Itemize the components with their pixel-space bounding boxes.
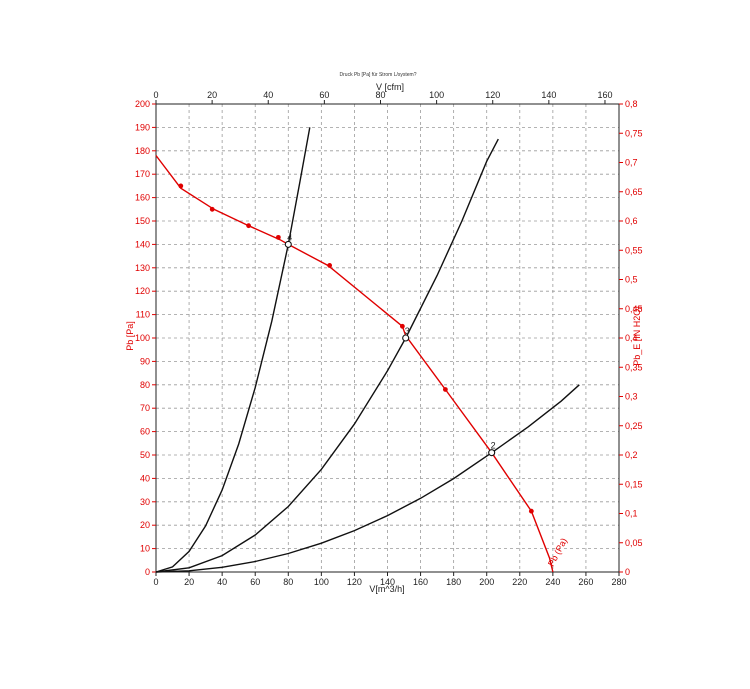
left-tick-label: 170 [135, 169, 150, 179]
left-tick-label: 20 [140, 520, 150, 530]
bottom-tick-label: 60 [250, 577, 260, 587]
operating-point-label: 4 [287, 232, 292, 242]
right-tick-label: 0,25 [625, 421, 643, 431]
top-tick-label: 40 [263, 90, 273, 100]
right-tick-label: 0,3 [625, 392, 638, 402]
left-axis-ticks: 0 10 20 30 40 50 60 70 80 90 100 110 120 130 140 150 160… [135, 99, 156, 577]
bottom-tick-label: 40 [217, 577, 227, 587]
left-tick-label: 140 [135, 239, 150, 249]
bottom-tick-label: 280 [611, 577, 626, 587]
fan-curve-label: Pb (Pa) [546, 536, 569, 568]
bottom-tick-label: 120 [347, 577, 362, 587]
left-tick-label: 160 [135, 193, 150, 203]
operating-point-label: 3 [405, 326, 410, 336]
top-tick-label: 100 [429, 90, 444, 100]
chart-title: Druck Pb [Pa] für Strom L/system? [340, 72, 417, 78]
left-tick-label: 190 [135, 122, 150, 132]
bottom-tick-label: 240 [545, 577, 560, 587]
measured-point [528, 508, 534, 514]
operating-point-label: 2 [491, 441, 496, 451]
right-tick-label: 0,6 [625, 216, 638, 226]
bottom-axis-title: V[m^3/h] [369, 584, 404, 594]
right-tick-label: 0,2 [625, 450, 638, 460]
left-tick-label: 110 [136, 310, 150, 320]
bottom-tick-label: 140 [380, 577, 395, 587]
bottom-tick-label: 200 [479, 577, 494, 587]
left-tick-label: 70 [140, 403, 150, 413]
right-tick-label: 0,75 [625, 128, 643, 138]
right-tick-label: 0,05 [625, 538, 643, 548]
left-tick-label: 50 [140, 450, 150, 460]
top-tick-label: 0 [153, 90, 158, 100]
grid [155, 103, 620, 573]
left-tick-label: 0 [145, 567, 150, 577]
right-tick-label: 0,8 [625, 99, 638, 109]
right-tick-label: 0,15 [625, 479, 643, 489]
system-curve-4 [155, 127, 311, 573]
top-tick-label: 20 [207, 90, 217, 100]
measured-point [246, 223, 252, 229]
operating-point-2 [488, 449, 496, 457]
top-tick-label: 60 [319, 90, 329, 100]
measured-point [327, 263, 333, 268]
system-curves [155, 127, 580, 573]
top-tick-label: 80 [375, 90, 385, 100]
bottom-tick-label: 80 [283, 577, 293, 587]
fan-curve [155, 155, 554, 573]
bottom-axis-ticks: 0 20 40 60 80 100 120 140 160 180 200 220 240 260 280 [153, 572, 627, 587]
right-tick-label: 0,65 [625, 187, 643, 197]
right-tick-label: 0,35 [625, 362, 643, 372]
right-tick-label: 0,55 [625, 245, 643, 255]
right-axis-ticks: 0 0,05 0,1 0,15 0,2 0,25 0,3 0,35 0,4 0,45 0,5 0,55… [619, 99, 643, 577]
bottom-tick-label: 0 [153, 577, 158, 587]
fan-curve-line [155, 155, 554, 573]
right-tick-label: 0,5 [625, 275, 638, 285]
system-curve-2 [155, 384, 580, 573]
bottom-tick-label: 160 [413, 577, 428, 587]
measured-point [442, 387, 448, 392]
left-tick-label: 90 [140, 356, 150, 366]
bottom-tick-label: 180 [446, 577, 461, 587]
left-tick-label: 200 [135, 99, 150, 109]
system-curve-3 [155, 138, 499, 573]
top-axis-ticks: 0 20 40 60 80 100 120 140 160 [153, 90, 612, 104]
measured-point [178, 183, 184, 189]
right-tick-label: 0,45 [625, 304, 643, 314]
right-tick-label: 0,7 [625, 158, 638, 168]
left-tick-label: 150 [135, 216, 150, 226]
top-tick-label: 120 [485, 90, 500, 100]
left-tick-label: 120 [135, 286, 150, 296]
left-tick-label: 80 [140, 380, 150, 390]
bottom-tick-label: 20 [184, 577, 194, 587]
left-tick-label: 10 [140, 544, 150, 554]
right-tick-label: 0,1 [625, 509, 638, 519]
measured-point [275, 234, 281, 240]
left-tick-label: 180 [135, 146, 150, 156]
measured-point [209, 206, 215, 212]
operating-point-3 [402, 334, 410, 342]
left-tick-label: 60 [140, 427, 150, 437]
measured-point [399, 323, 405, 329]
left-tick-label: 130 [135, 263, 150, 273]
left-axis-title: Pb [Pa] [125, 321, 135, 351]
top-tick-label: 160 [597, 90, 612, 100]
bottom-tick-label: 100 [314, 577, 329, 587]
right-tick-label: 0 [625, 567, 630, 577]
right-axis-title: Pb_E [IN H2O] [632, 306, 642, 366]
operating-points: 4 3 2 [284, 232, 496, 457]
left-tick-label: 100 [135, 333, 150, 343]
bottom-tick-label: 260 [578, 577, 593, 587]
bottom-tick-label: 220 [512, 577, 527, 587]
operating-point-4 [284, 240, 292, 248]
top-axis-title: V [cfm] [376, 82, 404, 92]
left-tick-label: 30 [140, 497, 150, 507]
top-tick-label: 140 [541, 90, 556, 100]
left-tick-label: 40 [140, 473, 150, 483]
right-tick-label: 0,4 [625, 333, 638, 343]
